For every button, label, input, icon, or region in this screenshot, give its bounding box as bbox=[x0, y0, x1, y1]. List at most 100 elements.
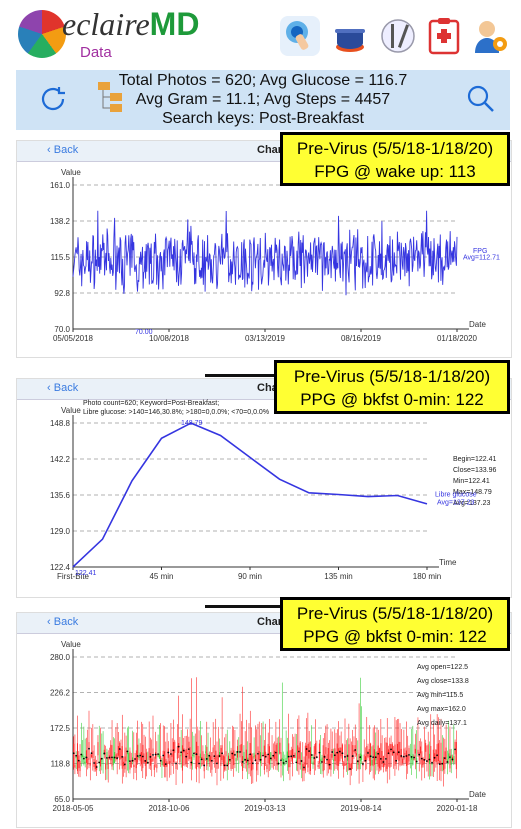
daily-avg-dot bbox=[77, 759, 80, 762]
callout-line-1: Pre-Virus (5/5/18-1/18/20) bbox=[296, 139, 494, 158]
candle-body bbox=[110, 744, 112, 761]
doctor-gear-icon[interactable] bbox=[470, 16, 510, 56]
candle-body bbox=[80, 753, 82, 758]
daily-avg-dot bbox=[359, 756, 362, 759]
candle-body bbox=[455, 742, 457, 770]
daily-avg-dot bbox=[126, 750, 129, 753]
candle-body bbox=[372, 745, 374, 767]
candle-body bbox=[112, 756, 114, 765]
candle-body bbox=[356, 753, 358, 756]
refresh-icon[interactable] bbox=[38, 84, 68, 121]
candle-body bbox=[179, 754, 181, 763]
candle-body bbox=[309, 747, 311, 771]
touch-icon[interactable] bbox=[280, 16, 320, 56]
candle-body bbox=[157, 754, 159, 757]
candle-body bbox=[327, 748, 329, 766]
callout-ppg: Pre-Virus (5/5/18-1/18/20) PPG @ bkfst 0… bbox=[274, 360, 510, 414]
candle-body bbox=[303, 761, 305, 771]
y-tick-label: 226.2 bbox=[50, 689, 71, 698]
daily-avg-dot bbox=[88, 747, 90, 750]
cooking-pot-icon[interactable] bbox=[330, 16, 370, 56]
medical-clipboard-icon[interactable] bbox=[424, 16, 464, 56]
callout-daily: Pre-Virus (5/5/18-1/18/20) PPG @ bkfst 0… bbox=[280, 597, 510, 651]
daily-avg-dot bbox=[344, 755, 346, 758]
daily-avg-dot bbox=[170, 753, 172, 755]
utensils-icon[interactable] bbox=[378, 16, 418, 56]
back-button[interactable]: ‹ Back bbox=[47, 382, 79, 394]
x-axis-label: Date bbox=[469, 320, 486, 329]
candle-body bbox=[119, 742, 121, 760]
candle-body bbox=[247, 757, 249, 766]
daily-avg-dot bbox=[100, 757, 103, 760]
candle-body bbox=[194, 751, 196, 754]
daily-avg-dot bbox=[287, 755, 290, 758]
candle-body bbox=[347, 754, 349, 761]
daily-avg-dot bbox=[390, 748, 392, 751]
candle-body bbox=[294, 752, 296, 758]
daily-avg-dot bbox=[280, 759, 282, 762]
candle-body bbox=[143, 753, 145, 763]
daily-avg-dot bbox=[144, 760, 147, 762]
app-subtitle: Data bbox=[80, 44, 112, 61]
candle-body bbox=[302, 763, 304, 771]
peak-point-label: 148.79 bbox=[181, 420, 203, 427]
stat-label: Avg daily=137.1 bbox=[417, 720, 467, 727]
daily-avg-dot bbox=[333, 754, 336, 757]
daily-avg-dot bbox=[198, 762, 200, 765]
daily-avg-dot bbox=[267, 753, 270, 756]
candle-body bbox=[437, 743, 439, 762]
daily-avg-dot bbox=[234, 753, 236, 756]
candle-body bbox=[292, 748, 294, 764]
daily-avg-dot bbox=[356, 760, 359, 763]
daily-avg-dot bbox=[449, 756, 451, 759]
daily-avg-dot bbox=[241, 761, 244, 763]
candle-body bbox=[224, 756, 226, 770]
back-button[interactable]: ‹ Back bbox=[47, 616, 79, 628]
x-tick-label: 90 min bbox=[238, 572, 262, 581]
daily-avg-dot bbox=[254, 759, 257, 762]
daily-avg-dot bbox=[397, 751, 400, 754]
folder-tree-icon[interactable] bbox=[96, 80, 126, 119]
callout-line-2: PPG @ bkfst 0-min: 122 bbox=[300, 390, 484, 409]
candle-body bbox=[353, 749, 355, 753]
app-header: eclaireMD Data bbox=[0, 0, 521, 68]
daily-avg-dot bbox=[185, 755, 188, 758]
summary-line-3: Search keys: Post-Breakfast bbox=[162, 110, 364, 127]
y-tick-label: 122.4 bbox=[50, 563, 71, 572]
y-tick-label: 148.8 bbox=[50, 419, 71, 428]
candle-body bbox=[225, 751, 227, 757]
candle-body bbox=[132, 757, 134, 762]
candle-body bbox=[396, 743, 398, 756]
daily-avg-dot bbox=[385, 757, 387, 760]
candle-body bbox=[215, 750, 217, 763]
daily-avg-dot bbox=[154, 753, 157, 756]
daily-avg-dot bbox=[274, 751, 277, 754]
candle-body bbox=[439, 760, 441, 764]
candle-body bbox=[230, 750, 232, 769]
candle-body bbox=[233, 750, 235, 766]
candle-body bbox=[281, 757, 283, 761]
search-icon[interactable] bbox=[466, 84, 496, 121]
candle-body bbox=[304, 745, 306, 771]
candle-body bbox=[160, 756, 162, 762]
candle-body bbox=[265, 751, 267, 758]
candle-body bbox=[245, 749, 247, 764]
back-button[interactable]: ‹ Back bbox=[47, 144, 79, 156]
daily-avg-dot bbox=[111, 756, 113, 759]
candle-body bbox=[430, 745, 432, 762]
candle-body bbox=[420, 746, 422, 754]
daily-avg-dot bbox=[313, 757, 316, 759]
x-tick-label: 2020-01-18 bbox=[437, 804, 478, 813]
candle-body bbox=[139, 752, 141, 762]
candle-body bbox=[449, 749, 451, 769]
daily-avg-dot bbox=[428, 758, 431, 761]
divider bbox=[205, 374, 300, 377]
candle-body bbox=[277, 761, 279, 764]
daily-avg-dot bbox=[136, 755, 139, 757]
y-tick-label: 70.0 bbox=[54, 325, 70, 334]
candle-body bbox=[367, 750, 369, 757]
candle-body bbox=[158, 753, 160, 759]
daily-avg-dot bbox=[331, 751, 334, 753]
candle-body bbox=[115, 754, 117, 759]
candle-body bbox=[130, 760, 132, 768]
